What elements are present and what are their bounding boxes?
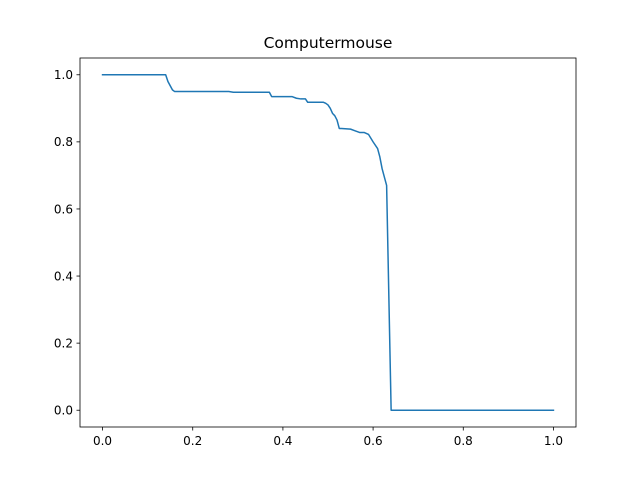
x-axis: 0.0 0.2 0.4 0.6 0.8 1.0 (93, 427, 563, 448)
x-tick-label: 0.2 (183, 434, 202, 448)
x-tick-label: 0.8 (454, 434, 473, 448)
x-tick-label: 1.0 (544, 434, 563, 448)
y-tick-label: 1.0 (54, 68, 73, 82)
x-tick-label: 0.6 (364, 434, 383, 448)
y-tick-label: 0.2 (54, 336, 73, 350)
y-tick-label: 0.6 (54, 202, 73, 216)
x-tick-label: 0.0 (93, 434, 112, 448)
y-tick-label: 0.4 (54, 269, 73, 283)
x-tick-label: 0.4 (273, 434, 292, 448)
chart-title: Computermouse (264, 34, 393, 52)
y-tick-label: 0.8 (54, 135, 73, 149)
y-axis: 0.0 0.2 0.4 0.6 0.8 1.0 (54, 68, 80, 418)
series-line-0 (101, 74, 555, 411)
y-tick-label: 0.0 (54, 404, 73, 418)
plot-frame (79, 57, 577, 428)
series-layer (101, 74, 555, 411)
